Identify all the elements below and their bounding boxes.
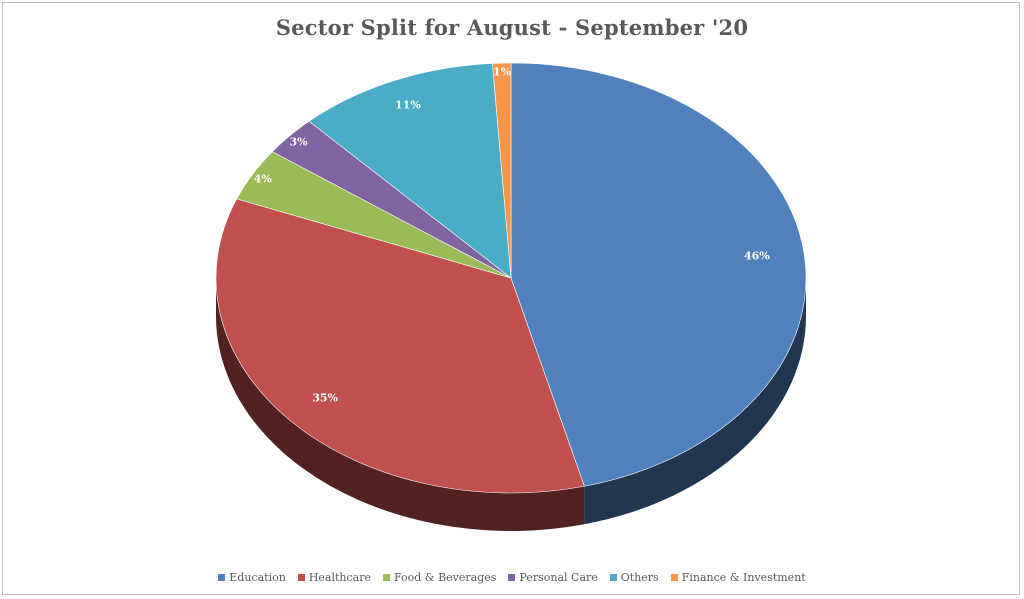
legend-label-2: Food & Beverages [393,571,497,584]
pie-sides [216,278,806,531]
data-label-3: 3% [290,136,309,149]
legend-label-4: Others [620,571,659,584]
pie-slice-1 [215,198,585,494]
legend-label-0: Education [229,571,286,584]
data-label-2: 4% [254,173,273,186]
legend-item-5: Finance & Investment [670,571,806,584]
legend-swatch-0 [218,574,226,581]
pie-slice-0 [510,62,807,487]
pie-chart: 46% 35% 4% 3% 11% 1% [215,62,807,531]
legend-item-0: Education [218,571,286,584]
data-label-0: 46% [744,249,770,262]
legend-swatch-5 [670,574,678,581]
legend-item-3: Personal Care [508,571,598,584]
legend-swatch-3 [508,574,516,581]
pie-slices [215,62,807,494]
legend-item-2: Food & Beverages [382,571,497,584]
pie-side-1 [216,278,585,531]
pie-slice-4 [308,63,512,279]
data-label-4: 11% [395,98,421,111]
legend: Education Healthcare Food & Beverages Perso… [3,571,1021,584]
data-label-1: 35% [312,391,338,404]
pie-side-0 [584,278,806,525]
data-labels: 46% 35% 4% 3% 11% 1% [254,66,770,405]
legend-item-1: Healthcare [297,571,371,584]
legend-swatch-1 [297,574,305,581]
legend-label-5: Finance & Investment [681,571,806,584]
legend-label-1: Healthcare [308,571,371,584]
legend-item-4: Others [609,571,659,584]
pie-slice-5 [492,62,512,279]
legend-label-3: Personal Care [519,571,598,584]
legend-items: Education Healthcare Food & Beverages Perso… [218,571,806,584]
legend-swatch-2 [382,574,390,581]
chart-title: Sector Split for August - September '20 [275,15,749,40]
data-label-5: 1% [493,66,512,79]
legend-swatch-4 [609,574,617,581]
